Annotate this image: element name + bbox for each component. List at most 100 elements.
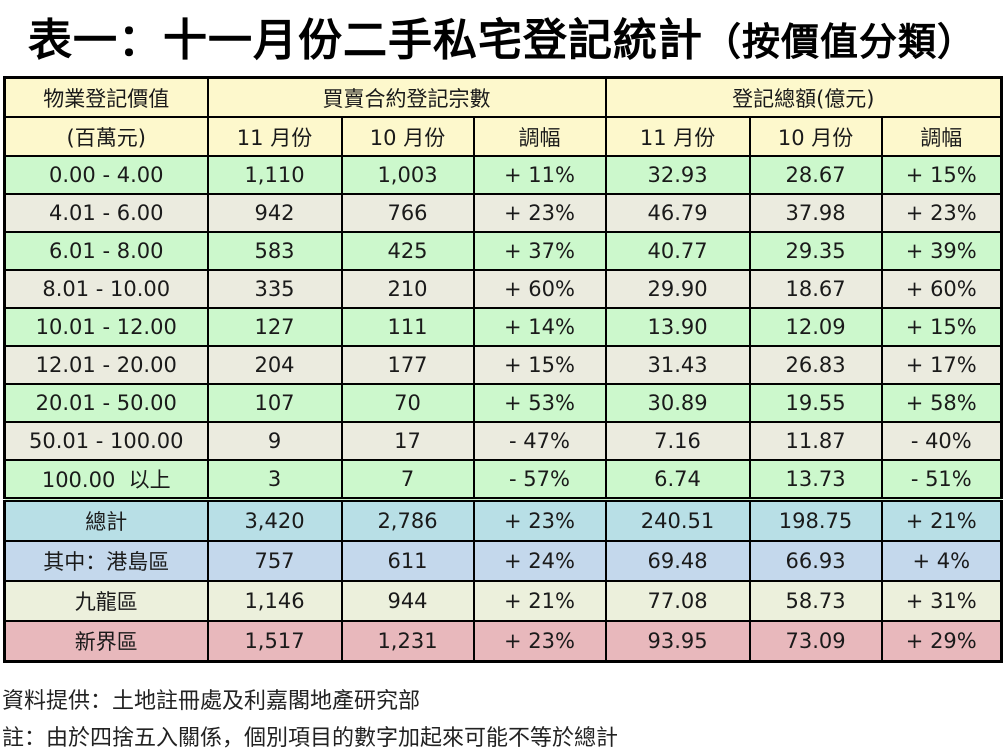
cell-region-label: 其中：港島區 [3,540,209,582]
cell-amount-change: + 29% [880,620,1003,663]
cell-count-change: + 11% [472,155,607,195]
cell-amount-oct: 29.35 [748,231,883,271]
cell-amount-nov: 30.89 [604,383,751,423]
cell-amount-change: + 23% [880,193,1003,233]
cell-amount-nov: 240.51 [604,497,751,542]
cell-count-oct: 944 [340,580,475,622]
table-row: 0.00 - 4.00 1,110 1,003 + 11% 32.93 28.6… [3,155,1003,195]
cell-amount-change: + 39% [880,231,1003,271]
cell-count-change: + 23% [472,193,607,233]
header-amount-oct: 10 月份 [748,116,883,157]
cell-count-oct: 425 [340,231,475,271]
header-value-range: 物業登記價值 [3,76,209,118]
cell-range: 12.01 - 20.00 [3,345,209,385]
cell-count-nov: 204 [206,345,343,385]
cell-count-nov: 3,420 [206,497,343,542]
cell-amount-nov: 46.79 [604,193,751,233]
cell-count-nov: 3 [206,459,343,501]
cell-count-nov: 1,110 [206,155,343,195]
header-group-amount: 登記總額(億元) [604,76,1003,118]
cell-count-nov: 757 [206,540,343,582]
cell-range: 20.01 - 50.00 [3,383,209,423]
cell-amount-oct: 18.67 [748,269,883,309]
cell-count-change: + 23% [472,620,607,663]
cell-amount-oct: 19.55 [748,383,883,423]
header-group-count: 買賣合約登記宗數 [206,76,607,118]
cell-range: 4.01 - 6.00 [3,193,209,233]
table-row: 50.01 - 100.00 9 17 - 47% 7.16 11.87 - 4… [3,421,1003,461]
header-amount-change: 調幅 [880,116,1003,157]
cell-region-label: 九龍區 [3,580,209,622]
cell-count-oct: 17 [340,421,475,461]
region-row-new-territories: 新界區 1,517 1,231 + 23% 93.95 73.09 + 29% [3,620,1003,663]
cell-amount-change: - 51% [880,459,1003,501]
cell-amount-oct: 26.83 [748,345,883,385]
cell-amount-nov: 29.90 [604,269,751,309]
cell-range: 50.01 - 100.00 [3,421,209,461]
cell-amount-nov: 31.43 [604,345,751,385]
header-amount-nov: 11 月份 [604,116,751,157]
cell-count-oct: 1,003 [340,155,475,195]
cell-amount-change: + 15% [880,307,1003,347]
cell-count-oct: 7 [340,459,475,501]
header-row-2: (百萬元) 11 月份 10 月份 調幅 11 月份 10 月份 調幅 [3,116,1003,157]
cell-range: 0.00 - 4.00 [3,155,209,195]
cell-count-change: + 15% [472,345,607,385]
cell-count-change: - 47% [472,421,607,461]
cell-count-oct: 210 [340,269,475,309]
cell-amount-change: + 4% [880,540,1003,582]
cell-count-nov: 335 [206,269,343,309]
cell-count-nov: 1,517 [206,620,343,663]
cell-count-change: + 21% [472,580,607,622]
cell-amount-change: + 58% [880,383,1003,423]
cell-count-oct: 111 [340,307,475,347]
cell-range: 6.01 - 8.00 [3,231,209,271]
cell-amount-oct: 28.67 [748,155,883,195]
cell-count-oct: 177 [340,345,475,385]
rounding-note: 註：由於四捨五入關係，個別項目的數字加起來可能不等於總計 [2,726,619,751]
cell-count-change: + 24% [472,540,607,582]
cell-amount-nov: 13.90 [604,307,751,347]
cell-amount-change: + 21% [880,497,1003,542]
cell-amount-oct: 66.93 [748,540,883,582]
cell-amount-nov: 69.48 [604,540,751,582]
cell-amount-nov: 7.16 [604,421,751,461]
header-row-1: 物業登記價值 買賣合約登記宗數 登記總額(億元) [3,76,1003,118]
cell-amount-nov: 40.77 [604,231,751,271]
source-note: 資料提供：土地註冊處及利嘉閣地產研究部 [2,689,421,714]
cell-amount-nov: 93.95 [604,620,751,663]
table-row: 4.01 - 6.00 942 766 + 23% 46.79 37.98 + … [3,193,1003,233]
cell-count-nov: 9 [206,421,343,461]
header-count-oct: 10 月份 [340,116,475,157]
table-row: 10.01 - 12.00 127 111 + 14% 13.90 12.09 … [3,307,1003,347]
cell-region-label: 新界區 [3,620,209,663]
cell-amount-nov: 6.74 [604,459,751,501]
cell-total-label: 總計 [3,497,209,542]
cell-count-oct: 2,786 [340,497,475,542]
header-count-change: 調幅 [472,116,607,157]
cell-amount-change: + 31% [880,580,1003,622]
title-sub: （按價值分類） [703,20,977,64]
cell-count-change: - 57% [472,459,607,501]
title-main: 表一：十一月份二手私宅登記統計 [28,15,703,66]
cell-amount-oct: 11.87 [748,421,883,461]
header-unit: (百萬元) [3,116,209,157]
cell-count-oct: 70 [340,383,475,423]
statistics-table: 物業登記價值 買賣合約登記宗數 登記總額(億元) (百萬元) 11 月份 10 … [3,76,1004,663]
cell-count-nov: 942 [206,193,343,233]
cell-amount-oct: 58.73 [748,580,883,622]
cell-count-oct: 766 [340,193,475,233]
page-title: 表一：十一月份二手私宅登記統計（按價值分類） [28,10,976,72]
cell-count-nov: 583 [206,231,343,271]
table-row: 100.00 以上 3 7 - 57% 6.74 13.73 - 51% [3,459,1003,501]
cell-amount-change: + 17% [880,345,1003,385]
cell-count-change: + 14% [472,307,607,347]
cell-count-nov: 107 [206,383,343,423]
cell-amount-oct: 198.75 [748,497,883,542]
cell-range: 100.00 以上 [3,459,209,501]
cell-amount-change: + 60% [880,269,1003,309]
header-count-nov: 11 月份 [206,116,343,157]
cell-amount-nov: 32.93 [604,155,751,195]
cell-count-change: + 60% [472,269,607,309]
table-row: 8.01 - 10.00 335 210 + 60% 29.90 18.67 +… [3,269,1003,309]
